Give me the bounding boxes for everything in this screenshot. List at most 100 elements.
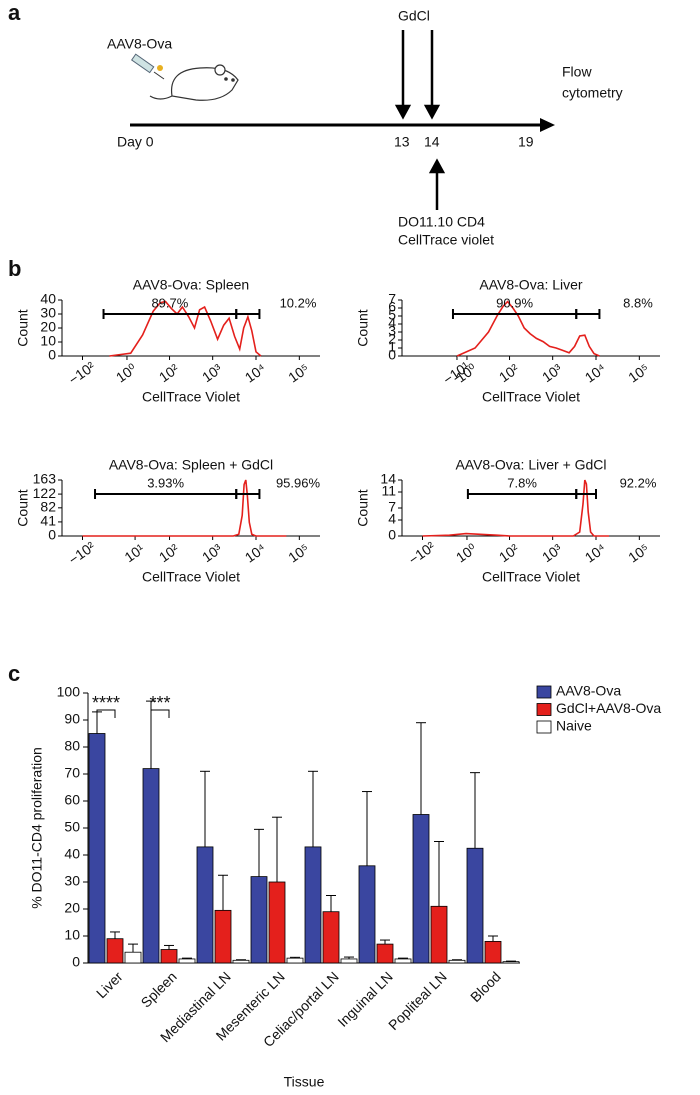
gate [575,309,601,319]
x-tick-label: 10³ [539,360,565,385]
x-tick-label: 10³ [199,360,225,385]
x-tick-label: 10⁴ [242,540,269,565]
x-tick-label: −10² [406,538,439,568]
x-tick-label: 10⁵ [625,540,652,565]
x-tick-label: Popliteal LN [385,968,450,1033]
y-tick-label: 82 [40,499,56,515]
treatment-label: GdCl [398,8,430,24]
bar [430,905,448,964]
bar [394,958,412,964]
panel-label: a [8,0,21,25]
gate-label: 7.8% [507,475,537,490]
gate-label: 10.2% [280,295,317,310]
y-tick-label: 40 [40,291,56,307]
panel-label: b [8,256,21,281]
y-tick-label: 122 [33,485,57,501]
day-label: 14 [424,134,440,150]
bar [88,733,106,964]
transfer-label: DO11.10 CD4 [398,214,485,230]
y-tick-label: 0 [388,347,396,363]
y-tick-label: 4 [388,315,396,331]
gate-label: 89.7% [151,295,188,310]
x-tick-label: Liver [93,968,126,1001]
significance-bracket [96,709,116,718]
gate-label: 95.96% [276,475,321,490]
x-tick-label: 10² [156,360,182,385]
chart-title: AAV8-Ova: Spleen [133,277,249,293]
y-tick-label: 0 [72,954,80,970]
chart-title: AAV8-Ova: Spleen + GdCl [109,457,273,473]
legend-label: GdCl+AAV8-Ova [556,700,661,716]
y-tick-label: 41 [40,513,56,529]
y-tick-label: 10 [64,927,80,943]
mouse [149,64,239,101]
x-tick-label: Blood [467,968,504,1005]
bar [322,911,340,964]
y-tick-label: 100 [57,684,81,700]
legend-swatch [536,703,552,716]
arrow [394,30,446,210]
y-tick-label: 0 [48,347,56,363]
x-tick-label: Spleen [138,968,180,1010]
x-tick-label: −10² [66,358,99,388]
bar [286,957,304,964]
histogram-curve [82,479,287,537]
transfer-label: CellTrace violet [398,232,494,248]
y-tick-label: 163 [33,471,57,487]
injection-label: AAV8-Ova [107,36,172,52]
gate [235,309,261,319]
y-tick-label: 0 [388,527,396,543]
gate [102,309,238,319]
y-tick-label: 80 [64,738,80,754]
bar [358,865,376,964]
day-label: Day 0 [117,134,154,150]
y-tick-label: 7 [388,499,396,515]
day-label: 13 [394,134,410,150]
y-tick-label: 70 [64,765,80,781]
x-axis-label: CellTrace Violet [142,569,240,585]
y-tick-label: 3 [388,323,396,339]
bar [502,961,520,964]
y-tick-label: 7 [388,291,396,307]
x-tick-label: 10³ [199,540,225,565]
y-tick-label: 11 [381,483,396,499]
x-tick-label: 10⁵ [625,360,652,385]
x-tick-label: 10⁰ [113,360,140,385]
bar [214,909,232,964]
y-tick-label: 14 [380,471,396,487]
y-tick-label: 20 [64,900,80,916]
x-axis-label: CellTrace Violet [142,389,240,405]
histogram-curve [109,300,262,357]
y-tick-label: 5 [388,307,396,323]
arrowhead [540,118,555,132]
y-tick-label: 4 [388,511,396,527]
x-tick-label: 10⁴ [582,540,609,565]
histogram-curve [456,300,600,357]
legend-swatch [536,685,552,699]
y-axis-label: % DO11-CD4 proliferation [29,747,45,909]
bar [484,941,502,964]
legend-swatch [536,720,552,734]
gate-label: 90.9% [496,295,533,310]
x-tick-label: 10⁵ [285,360,312,385]
gate [466,489,578,499]
y-tick-label: 40 [64,846,80,862]
y-tick-label: 0 [48,527,56,543]
y-tick-label: 30 [40,305,56,321]
y-tick-label: 1 [388,339,396,355]
x-tick-label: 10⁵ [285,540,312,565]
bar [466,847,484,964]
x-axis-label: CellTrace Violet [482,569,580,585]
bar [178,958,196,964]
x-axis-label: CellTrace Violet [482,389,580,405]
chart-title: AAV8-Ova: Liver [479,277,583,293]
significance-label: *** [149,693,170,713]
x-tick-label: 10¹ [121,540,147,565]
y-tick-label: 10 [40,333,56,349]
y-axis-label: Count [15,489,31,526]
bar [160,949,178,964]
y-axis-label: Count [355,309,371,346]
bar [304,846,322,964]
